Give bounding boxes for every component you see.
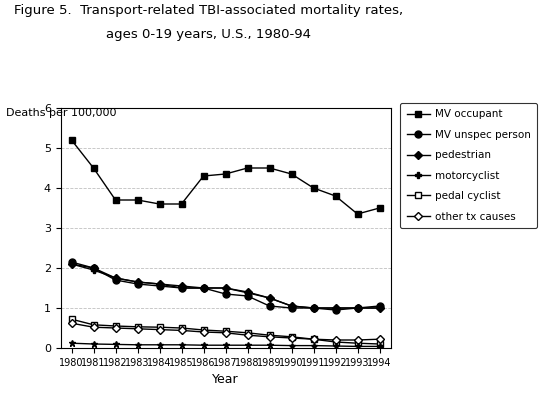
- X-axis label: Year: Year: [212, 373, 239, 386]
- Legend: MV occupant, MV unspec person, pedestrian, motorcyclist, pedal cyclist, other tx: MV occupant, MV unspec person, pedestria…: [400, 103, 537, 228]
- Text: ages 0-19 years, U.S., 1980-94: ages 0-19 years, U.S., 1980-94: [107, 28, 311, 41]
- Text: Deaths per 100,000: Deaths per 100,000: [6, 108, 116, 118]
- Text: Figure 5.  Transport-related TBI-associated mortality rates,: Figure 5. Transport-related TBI-associat…: [14, 4, 404, 17]
